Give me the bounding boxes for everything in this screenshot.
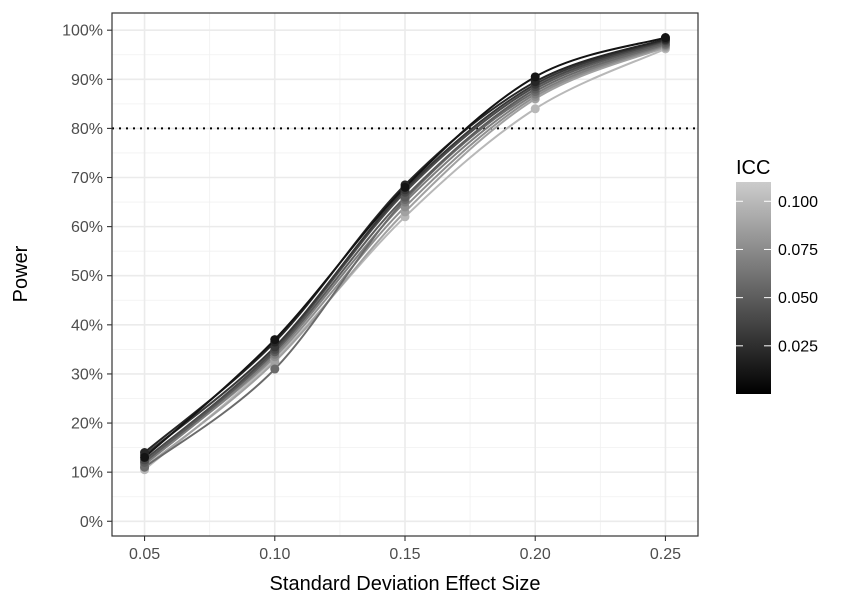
y-tick-label: 20%	[71, 416, 103, 433]
y-axis-title: Power	[10, 245, 32, 302]
y-tick-label: 50%	[71, 268, 103, 285]
legend-tick-label: 0.075	[778, 242, 818, 259]
data-point	[400, 182, 410, 192]
y-tick-label: 70%	[71, 170, 103, 187]
data-point	[530, 104, 540, 114]
legend-title: ICC	[736, 157, 770, 179]
data-point	[140, 452, 150, 462]
legend-ticks: 0.025 0.050 0.075 0.100	[736, 194, 818, 355]
x-tick-label: 0.15	[389, 546, 420, 563]
legend-tick-label: 0.050	[778, 290, 818, 307]
y-tick-label: 0%	[80, 514, 103, 531]
data-point	[660, 33, 670, 43]
y-tick-label: 40%	[71, 317, 103, 334]
x-tick-label: 0.20	[520, 546, 551, 563]
x-tick-label: 0.05	[129, 546, 160, 563]
y-tick-label: 60%	[71, 219, 103, 236]
x-tick-label: 0.10	[259, 546, 290, 563]
y-tick-label: 90%	[71, 72, 103, 89]
data-point	[530, 72, 540, 82]
y-axis: 0% 10% 20% 30% 40% 50% 60% 70% 80% 90% 100%	[62, 23, 112, 531]
legend-tick-label: 0.025	[778, 338, 818, 355]
y-tick-label: 100%	[62, 23, 103, 40]
data-point	[270, 364, 280, 374]
legend: ICC 0.025 0.050 0.075 0.100	[736, 157, 818, 394]
x-tick-label: 0.25	[650, 546, 681, 563]
series-line	[143, 39, 666, 456]
legend-colorbar	[736, 182, 771, 394]
y-tick-label: 30%	[71, 366, 103, 383]
y-tick-label: 80%	[71, 121, 103, 138]
y-tick-label: 10%	[71, 465, 103, 482]
legend-tick-label: 0.100	[778, 194, 818, 211]
x-axis-title: Standard Deviation Effect Size	[270, 573, 541, 595]
data-point	[270, 335, 280, 345]
series-points	[140, 33, 670, 475]
x-axis: 0.05 0.10 0.15 0.20 0.25	[129, 536, 681, 563]
series-line	[143, 40, 666, 461]
